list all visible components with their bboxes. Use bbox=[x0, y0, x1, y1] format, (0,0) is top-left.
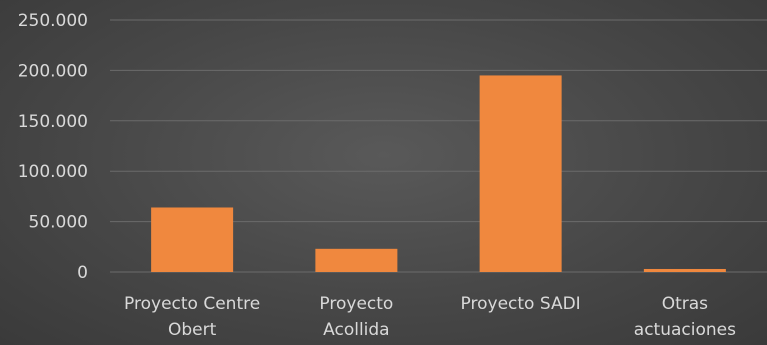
bar bbox=[151, 207, 234, 272]
bar bbox=[643, 268, 726, 272]
x-category-label-line: Obert bbox=[168, 320, 217, 340]
y-tick-label: 0 bbox=[77, 263, 88, 283]
x-category-label: Otras actuaciones bbox=[634, 294, 736, 340]
x-category-label: Proyecto SADI bbox=[461, 294, 581, 314]
y-tick-label: 50.000 bbox=[29, 213, 88, 233]
x-category-label-line: Acollida bbox=[323, 320, 389, 340]
x-category-label-line: Proyecto SADI bbox=[461, 294, 581, 314]
y-axis-tick-labels: 0 50.000 100.000 150.000 200.000 250.000 bbox=[18, 11, 88, 283]
bar bbox=[315, 248, 398, 272]
x-category-label-line: Proyecto Centre bbox=[124, 294, 260, 314]
y-tick-label: 150.000 bbox=[18, 112, 88, 132]
x-category-label-line: Proyecto bbox=[319, 294, 393, 314]
y-tick-label: 100.000 bbox=[18, 162, 88, 182]
x-category-label: Proyecto Acollida bbox=[319, 294, 393, 340]
bar bbox=[479, 75, 562, 272]
x-category-label-line: actuaciones bbox=[634, 320, 736, 340]
y-tick-label: 250.000 bbox=[18, 11, 88, 31]
x-category-label-line: Otras bbox=[662, 294, 708, 314]
bars bbox=[151, 75, 726, 272]
y-tick-label: 200.000 bbox=[18, 61, 88, 81]
x-category-label: Proyecto Centre Obert bbox=[124, 294, 260, 340]
